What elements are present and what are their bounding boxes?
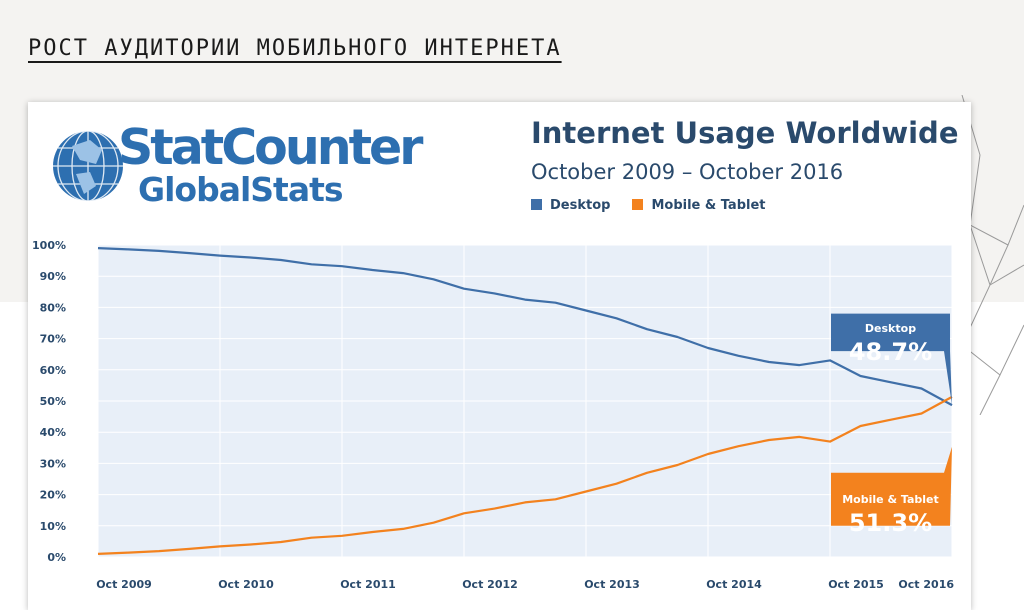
y-tick-label: 20%: [40, 489, 66, 502]
mobile-callout: Mobile & Tablet 51.3%: [831, 493, 950, 537]
x-tick-label: Oct 2012: [462, 578, 518, 591]
desktop-callout: Desktop 48.7%: [831, 322, 950, 366]
mobile-series-line: [97, 395, 953, 555]
y-tick-label: 0%: [47, 551, 66, 564]
desktop-series-line: [97, 247, 953, 407]
legend-label-mobile: Mobile & Tablet: [651, 198, 766, 213]
mobile-callout-value: 51.3%: [848, 508, 933, 537]
desktop-callout-value: 48.7%: [848, 337, 933, 366]
legend-swatch-mobile: [632, 199, 644, 210]
globe-icon: [53, 130, 123, 202]
x-tick-label: Oct 2014: [706, 578, 762, 591]
x-tick-label: Oct 2015: [828, 578, 884, 591]
x-tick-label: Oct 2010: [218, 578, 274, 591]
y-tick-label: 100%: [32, 239, 66, 252]
statcounter-logo: StatCounter GlobalStats: [46, 118, 516, 218]
x-tick-label: Oct 2009: [96, 578, 152, 591]
line-chart: 0% 10% 20% 30% 40% 50% 60% 70% 80% 90% 100% Oct 200…: [32, 239, 954, 591]
mobile-callout-label: Mobile & Tablet: [842, 492, 939, 506]
x-tick-label: Oct 2013: [584, 578, 640, 591]
chart-card: StatCounter GlobalStats Internet Usage W…: [28, 102, 971, 610]
desktop-callout-box: [831, 313, 952, 406]
page-title: РОСТ АУДИТОРИИ МОБИЛЬНОГО ИНТЕРНЕТА: [28, 36, 562, 61]
y-tick-label: 90%: [40, 270, 66, 283]
legend-label-desktop: Desktop: [550, 198, 611, 213]
y-tick-label: 40%: [40, 426, 66, 439]
legend: Desktop Mobile & Tablet: [531, 198, 766, 213]
x-tick-label: Oct 2011: [340, 578, 396, 591]
y-tick-label: 50%: [40, 395, 66, 408]
legend-swatch-desktop: [531, 199, 542, 210]
y-tick-label: 60%: [40, 364, 66, 377]
chart-subtitle: October 2009 – October 2016: [531, 160, 844, 184]
x-tick-label: Oct 2016: [898, 578, 954, 591]
logo-sub-text: GlobalStats: [138, 170, 343, 209]
y-tick-label: 80%: [40, 301, 66, 314]
y-tick-label: 70%: [40, 333, 66, 346]
logo-brand-text: StatCounter: [118, 119, 423, 176]
mobile-callout-box: [831, 446, 952, 526]
desktop-callout-label: Desktop: [864, 321, 917, 335]
chart-title: Internet Usage Worldwide: [531, 116, 959, 150]
y-tick-label: 30%: [40, 457, 66, 470]
y-tick-label: 10%: [40, 520, 66, 533]
